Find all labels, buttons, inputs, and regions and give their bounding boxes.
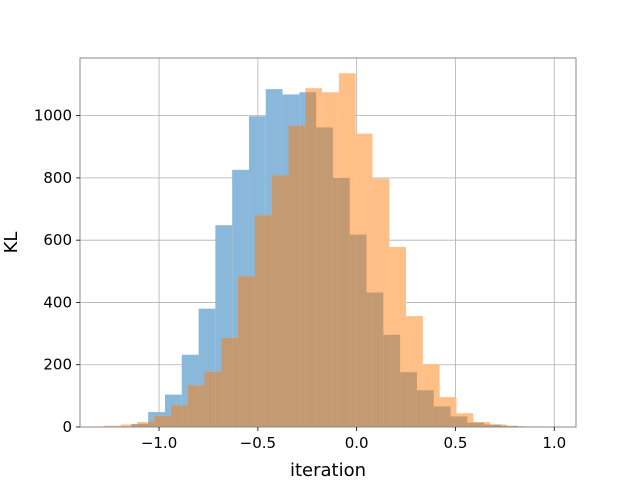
histogram-overlap xyxy=(137,423,149,427)
histogram-overlap xyxy=(456,416,468,427)
histogram-overlap xyxy=(198,385,205,427)
histogram-overlap xyxy=(338,177,350,427)
histogram-overlap xyxy=(288,125,300,428)
histogram-overlap xyxy=(238,276,249,427)
histogram-overlap xyxy=(316,127,323,428)
histogram-overlap xyxy=(254,215,266,427)
x-tick-label: −0.5 xyxy=(240,434,276,452)
histogram-overlap xyxy=(400,372,407,427)
histogram-overlap xyxy=(148,422,155,427)
histogram-overlap xyxy=(490,424,501,427)
histogram-overlap xyxy=(187,385,199,427)
y-tick-label: 1000 xyxy=(34,107,72,125)
histogram-overlap xyxy=(181,405,188,427)
plot-area-frame xyxy=(79,57,577,428)
histogram-overlap xyxy=(473,422,485,427)
histogram-overlap xyxy=(322,127,333,428)
histogram-overlap xyxy=(215,371,222,427)
histogram-overlap xyxy=(406,372,417,427)
y-axis-label: KL xyxy=(1,232,22,254)
histogram-bar xyxy=(120,424,138,427)
histogram-overlap xyxy=(164,415,171,427)
x-tick-label: 1.0 xyxy=(542,434,566,452)
histogram-bar xyxy=(103,425,121,427)
histogram-overlap xyxy=(154,415,165,427)
histogram-overlap xyxy=(383,334,390,427)
histogram-overlap xyxy=(433,406,440,427)
y-tick-label: 800 xyxy=(43,169,72,187)
x-axis-label: iteration xyxy=(290,460,366,480)
histogram-overlap xyxy=(204,371,216,427)
histogram-overlap xyxy=(366,292,373,427)
histogram-overlap xyxy=(439,406,451,427)
histogram-overlap xyxy=(422,390,434,427)
y-tick-label: 600 xyxy=(43,231,72,249)
histogram-overlap xyxy=(372,292,384,427)
histogram-overlap xyxy=(232,337,239,427)
x-tick-label: 0.5 xyxy=(444,434,468,452)
y-tick-label: 200 xyxy=(43,356,72,374)
histogram-overlap xyxy=(265,215,272,427)
histogram-overlap xyxy=(484,424,491,427)
histogram-overlap xyxy=(271,175,283,427)
histogram-overlap xyxy=(299,125,306,428)
histogram-overlap xyxy=(282,175,289,427)
histogram-overlap xyxy=(332,177,339,427)
histogram-overlap xyxy=(349,234,356,427)
y-tick-label: 0 xyxy=(62,418,72,436)
histogram-overlap xyxy=(467,422,474,427)
histogram-overlap xyxy=(355,234,367,427)
y-tick-label: 400 xyxy=(43,293,72,311)
histogram-overlap xyxy=(416,390,423,427)
histogram-overlap xyxy=(389,334,401,427)
axis-ticks: −1.0 −0.5 0.0 0.5 1.0 0 200 400 600 800 1000 xyxy=(34,107,566,452)
histogram-overlap xyxy=(450,416,457,427)
x-tick-label: 0.0 xyxy=(345,434,369,452)
histogram-overlap xyxy=(305,92,317,427)
histogram-overlap xyxy=(500,425,507,427)
x-tick-label: −1.0 xyxy=(141,434,177,452)
histogram-overlap xyxy=(248,276,255,427)
histogram-overlap xyxy=(131,424,138,427)
histogram-bars xyxy=(103,73,541,428)
histogram-overlap xyxy=(221,337,233,427)
histogram-overlap xyxy=(170,405,182,427)
